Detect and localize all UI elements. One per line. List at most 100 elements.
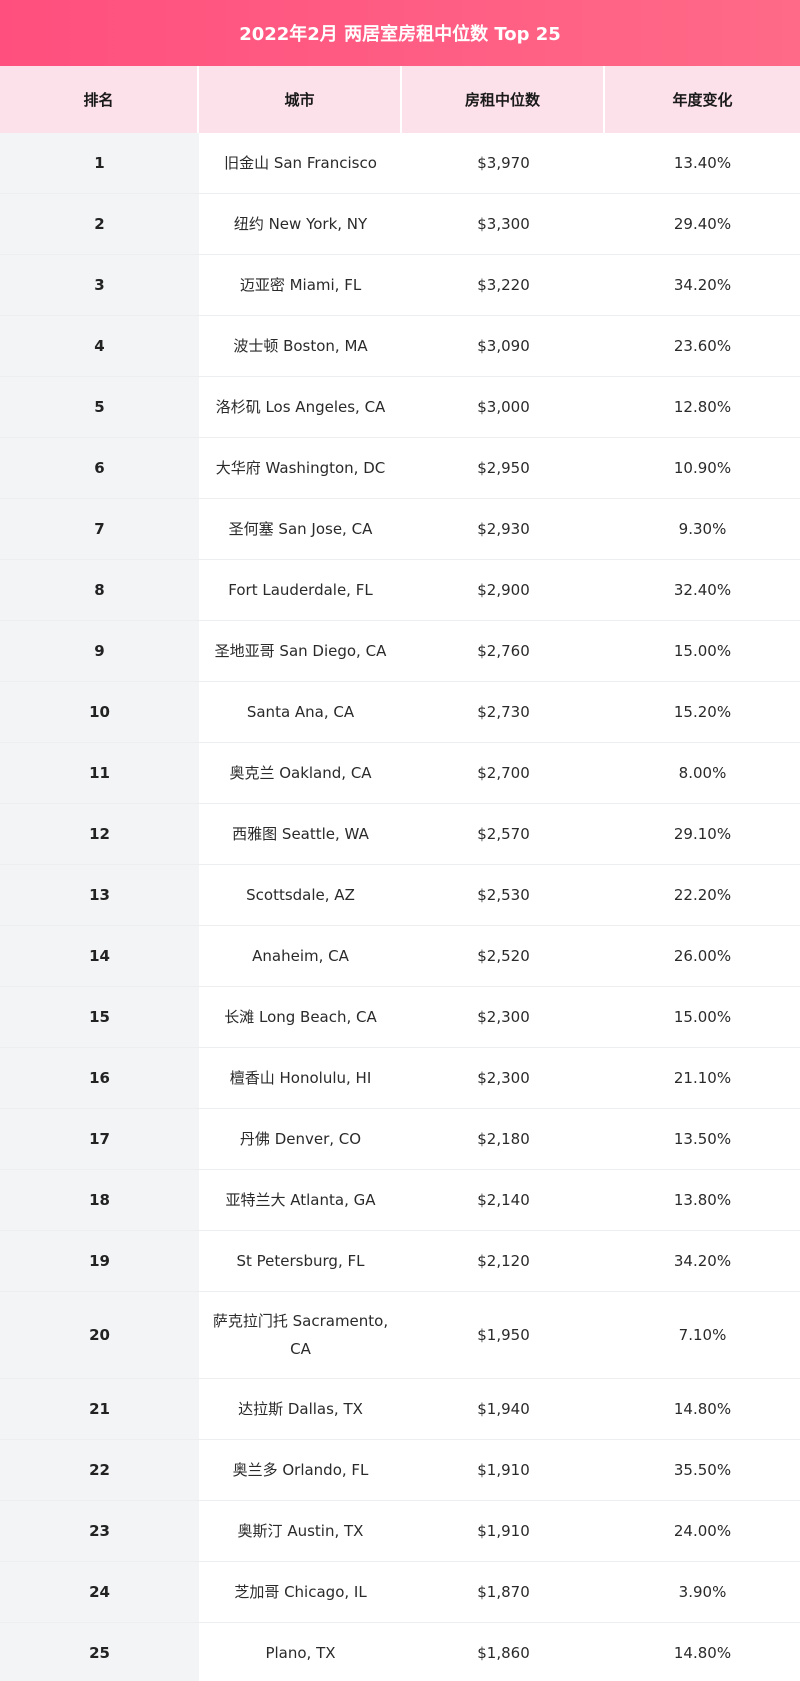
table-row: 1 旧金山 San Francisco $3,970 13.40% bbox=[0, 133, 800, 194]
city-cell: 波士顿 Boston, MA bbox=[199, 316, 402, 376]
table-row: 14 Anaheim, CA $2,520 26.00% bbox=[0, 926, 800, 987]
rank-cell: 3 bbox=[0, 255, 199, 315]
rank-cell: 21 bbox=[0, 1379, 199, 1439]
rank-cell: 2 bbox=[0, 194, 199, 254]
change-cell: 21.10% bbox=[605, 1048, 800, 1108]
table-body: 1 旧金山 San Francisco $3,970 13.40% 2 纽约 New Yo… bbox=[0, 133, 800, 1681]
rent-cell: $2,530 bbox=[402, 865, 605, 925]
table-row: 2 纽约 New York, NY $3,300 29.40% bbox=[0, 194, 800, 255]
change-cell: 14.80% bbox=[605, 1379, 800, 1439]
rent-cell: $2,120 bbox=[402, 1231, 605, 1291]
rent-cell: $1,870 bbox=[402, 1562, 605, 1622]
rent-cell: $2,520 bbox=[402, 926, 605, 986]
rent-cell: $1,910 bbox=[402, 1501, 605, 1561]
rank-cell: 1 bbox=[0, 133, 199, 193]
rent-cell: $1,950 bbox=[402, 1292, 605, 1378]
change-cell: 23.60% bbox=[605, 316, 800, 376]
change-cell: 7.10% bbox=[605, 1292, 800, 1378]
rent-cell: $2,700 bbox=[402, 743, 605, 803]
city-cell: Fort Lauderdale, FL bbox=[199, 560, 402, 620]
change-cell: 15.20% bbox=[605, 682, 800, 742]
rank-cell: 18 bbox=[0, 1170, 199, 1230]
table-header: 排名 城市 房租中位数 年度变化 bbox=[0, 66, 800, 133]
table-row: 20 萨克拉门托 Sacramento, CA $1,950 7.10% bbox=[0, 1292, 800, 1379]
city-cell: 奥克兰 Oakland, CA bbox=[199, 743, 402, 803]
rank-cell: 14 bbox=[0, 926, 199, 986]
table-row: 15 长滩 Long Beach, CA $2,300 15.00% bbox=[0, 987, 800, 1048]
rent-cell: $2,900 bbox=[402, 560, 605, 620]
table-row: 16 檀香山 Honolulu, HI $2,300 21.10% bbox=[0, 1048, 800, 1109]
change-cell: 15.00% bbox=[605, 621, 800, 681]
rent-cell: $3,090 bbox=[402, 316, 605, 376]
table-row: 19 St Petersburg, FL $2,120 34.20% bbox=[0, 1231, 800, 1292]
rent-cell: $3,220 bbox=[402, 255, 605, 315]
rent-cell: $2,930 bbox=[402, 499, 605, 559]
change-cell: 29.40% bbox=[605, 194, 800, 254]
city-cell: Scottsdale, AZ bbox=[199, 865, 402, 925]
rank-cell: 13 bbox=[0, 865, 199, 925]
rank-cell: 15 bbox=[0, 987, 199, 1047]
city-cell: 旧金山 San Francisco bbox=[199, 133, 402, 193]
header-rent: 房租中位数 bbox=[402, 66, 605, 133]
table-row: 6 大华府 Washington, DC $2,950 10.90% bbox=[0, 438, 800, 499]
city-cell: St Petersburg, FL bbox=[199, 1231, 402, 1291]
city-cell: 檀香山 Honolulu, HI bbox=[199, 1048, 402, 1108]
change-cell: 10.90% bbox=[605, 438, 800, 498]
header-city: 城市 bbox=[199, 66, 402, 133]
table-row: 22 奥兰多 Orlando, FL $1,910 35.50% bbox=[0, 1440, 800, 1501]
rank-cell: 10 bbox=[0, 682, 199, 742]
rent-cell: $1,910 bbox=[402, 1440, 605, 1500]
table-row: 13 Scottsdale, AZ $2,530 22.20% bbox=[0, 865, 800, 926]
table-row: 8 Fort Lauderdale, FL $2,900 32.40% bbox=[0, 560, 800, 621]
rent-cell: $2,570 bbox=[402, 804, 605, 864]
change-cell: 13.40% bbox=[605, 133, 800, 193]
change-cell: 26.00% bbox=[605, 926, 800, 986]
rank-cell: 9 bbox=[0, 621, 199, 681]
city-cell: 西雅图 Seattle, WA bbox=[199, 804, 402, 864]
city-cell: 迈亚密 Miami, FL bbox=[199, 255, 402, 315]
change-cell: 35.50% bbox=[605, 1440, 800, 1500]
table-row: 17 丹佛 Denver, CO $2,180 13.50% bbox=[0, 1109, 800, 1170]
page-title: 2022年2月 两居室房租中位数 Top 25 bbox=[0, 0, 800, 66]
change-cell: 34.20% bbox=[605, 1231, 800, 1291]
city-cell: 洛杉矶 Los Angeles, CA bbox=[199, 377, 402, 437]
city-cell: 丹佛 Denver, CO bbox=[199, 1109, 402, 1169]
rank-cell: 17 bbox=[0, 1109, 199, 1169]
rent-cell: $3,970 bbox=[402, 133, 605, 193]
rank-cell: 12 bbox=[0, 804, 199, 864]
city-cell: Santa Ana, CA bbox=[199, 682, 402, 742]
rank-cell: 16 bbox=[0, 1048, 199, 1108]
rank-cell: 4 bbox=[0, 316, 199, 376]
rent-cell: $2,140 bbox=[402, 1170, 605, 1230]
table-row: 12 西雅图 Seattle, WA $2,570 29.10% bbox=[0, 804, 800, 865]
rank-cell: 11 bbox=[0, 743, 199, 803]
change-cell: 22.20% bbox=[605, 865, 800, 925]
rent-cell: $2,950 bbox=[402, 438, 605, 498]
table-row: 5 洛杉矶 Los Angeles, CA $3,000 12.80% bbox=[0, 377, 800, 438]
rent-cell: $2,730 bbox=[402, 682, 605, 742]
table-row: 23 奥斯汀 Austin, TX $1,910 24.00% bbox=[0, 1501, 800, 1562]
rank-cell: 25 bbox=[0, 1623, 199, 1681]
city-cell: 萨克拉门托 Sacramento, CA bbox=[199, 1292, 402, 1378]
change-cell: 9.30% bbox=[605, 499, 800, 559]
table-row: 25 Plano, TX $1,860 14.80% bbox=[0, 1623, 800, 1681]
change-cell: 3.90% bbox=[605, 1562, 800, 1622]
city-cell: 亚特兰大 Atlanta, GA bbox=[199, 1170, 402, 1230]
rent-cell: $3,300 bbox=[402, 194, 605, 254]
table-row: 10 Santa Ana, CA $2,730 15.20% bbox=[0, 682, 800, 743]
table-row: 24 芝加哥 Chicago, IL $1,870 3.90% bbox=[0, 1562, 800, 1623]
header-rank: 排名 bbox=[0, 66, 199, 133]
city-cell: 长滩 Long Beach, CA bbox=[199, 987, 402, 1047]
rank-cell: 23 bbox=[0, 1501, 199, 1561]
table-row: 9 圣地亚哥 San Diego, CA $2,760 15.00% bbox=[0, 621, 800, 682]
rank-cell: 5 bbox=[0, 377, 199, 437]
table-row: 3 迈亚密 Miami, FL $3,220 34.20% bbox=[0, 255, 800, 316]
rank-cell: 7 bbox=[0, 499, 199, 559]
change-cell: 24.00% bbox=[605, 1501, 800, 1561]
city-cell: 奥兰多 Orlando, FL bbox=[199, 1440, 402, 1500]
city-cell: 芝加哥 Chicago, IL bbox=[199, 1562, 402, 1622]
table-row: 7 圣何塞 San Jose, CA $2,930 9.30% bbox=[0, 499, 800, 560]
table-row: 18 亚特兰大 Atlanta, GA $2,140 13.80% bbox=[0, 1170, 800, 1231]
change-cell: 32.40% bbox=[605, 560, 800, 620]
change-cell: 15.00% bbox=[605, 987, 800, 1047]
